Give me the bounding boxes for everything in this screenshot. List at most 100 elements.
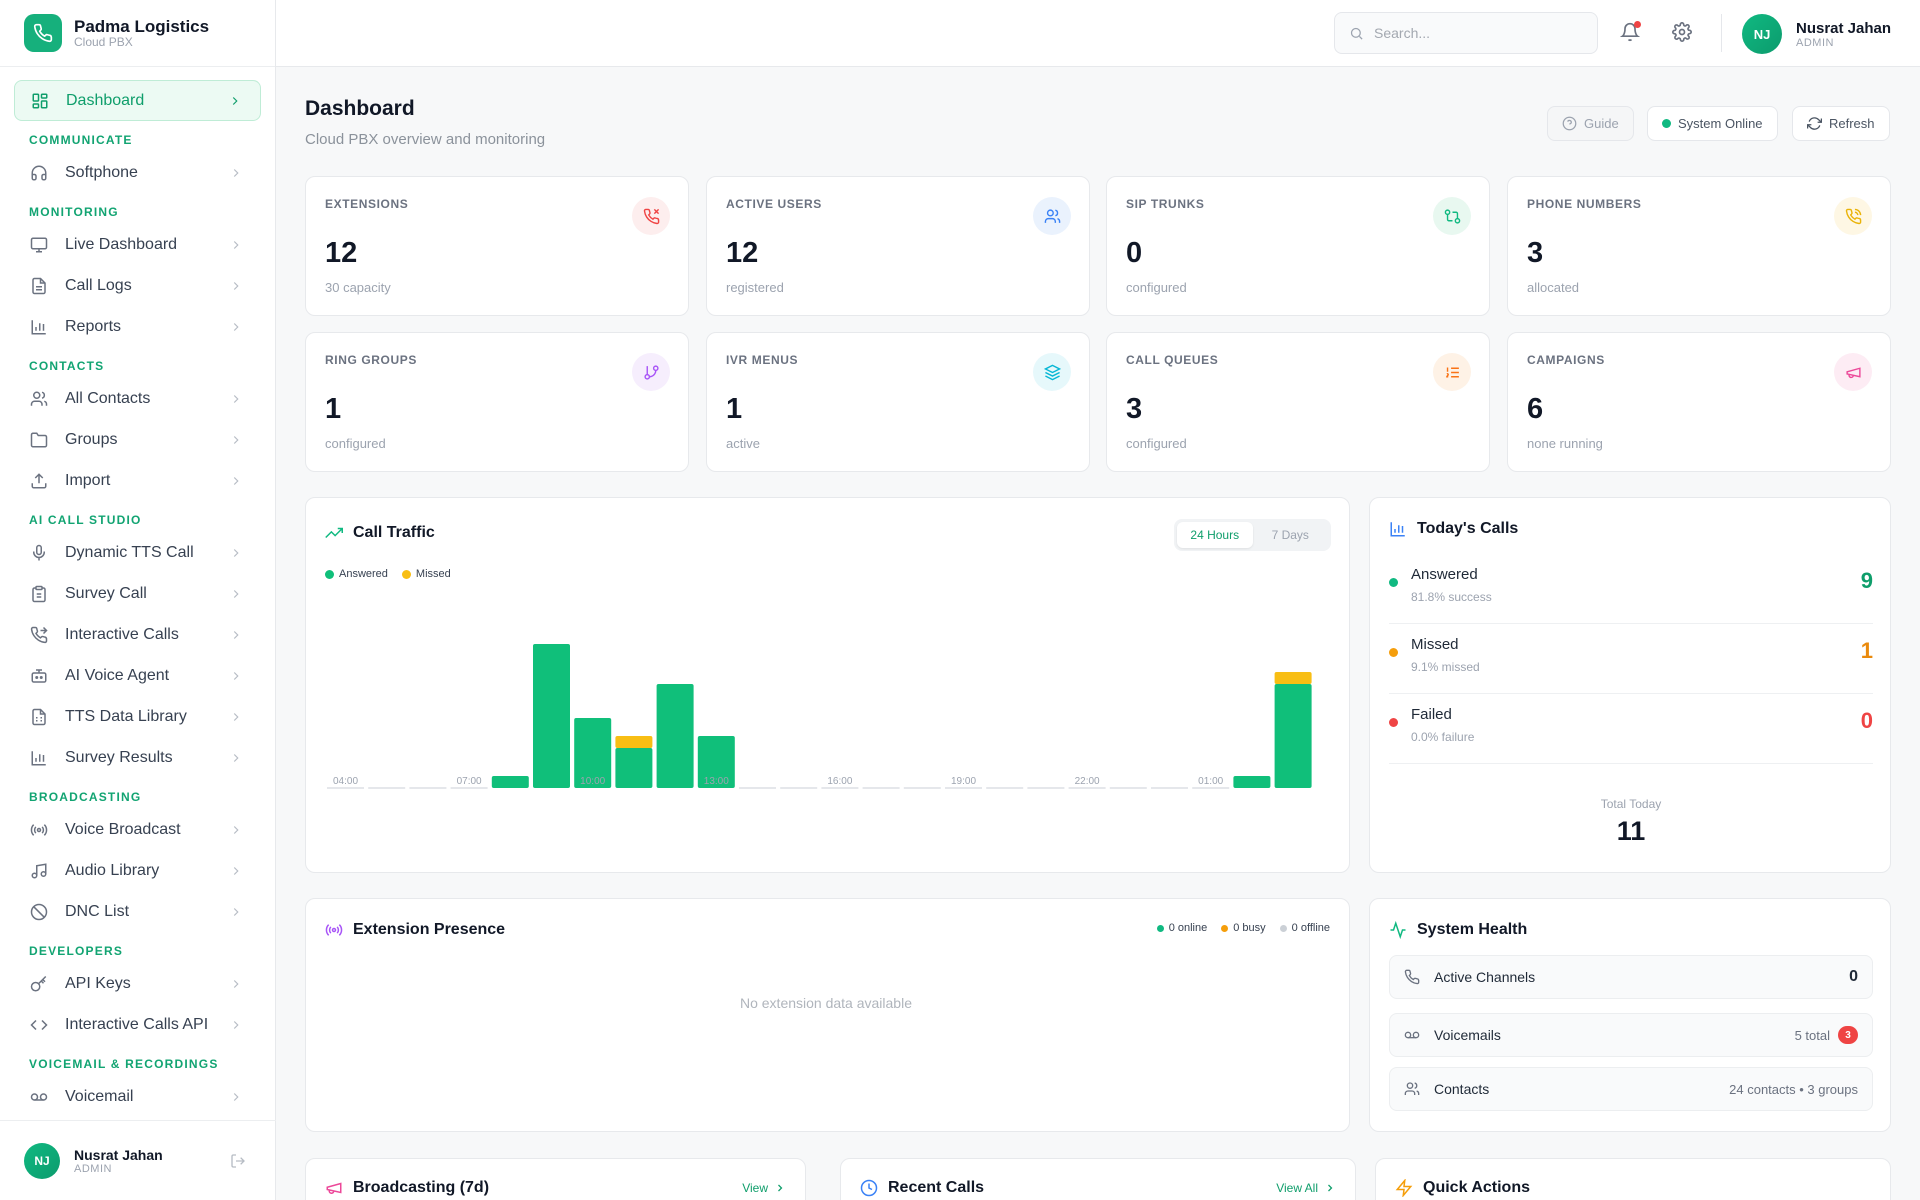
stat-label: PHONE NUMBERS <box>1527 197 1642 211</box>
sidebar-item-softphone[interactable]: Softphone <box>14 152 261 193</box>
view-all-link[interactable]: View All <box>1276 1181 1336 1195</box>
stat-card-extensions[interactable]: EXTENSIONS 12 30 capacity <box>305 176 689 316</box>
stat-value: 6 <box>1527 393 1544 425</box>
bar-answered-12:00[interactable] <box>656 684 694 788</box>
tab-24-hours[interactable]: 24 Hours <box>1177 522 1253 548</box>
tab-7-days[interactable]: 7 Days <box>1271 528 1309 542</box>
microphone-icon <box>29 543 49 563</box>
bar-answered-08:00[interactable] <box>491 776 529 788</box>
refresh-button[interactable]: Refresh <box>1792 106 1890 141</box>
view-link[interactable]: View <box>742 1181 786 1195</box>
bar-answered-10:00[interactable] <box>574 718 612 788</box>
stat-value: 1 <box>726 393 743 425</box>
sidebar-item-all-contacts[interactable]: All Contacts <box>14 378 261 419</box>
user-menu[interactable]: NJ Nusrat Jahan ADMIN <box>1742 14 1891 54</box>
bar-answered-02:00[interactable] <box>1233 776 1271 788</box>
sidebar-item-reports[interactable]: Reports <box>14 306 261 347</box>
chevron-right-icon <box>229 977 243 991</box>
search-input[interactable] <box>1374 25 1574 41</box>
ban-icon <box>29 902 49 922</box>
stat-sub: configured <box>1126 280 1187 295</box>
settings-button[interactable] <box>1672 22 1692 42</box>
stat-sub: configured <box>1126 436 1187 451</box>
sidebar-item-dashboard[interactable]: Dashboard <box>14 80 261 121</box>
headset-icon <box>29 163 49 183</box>
stat-card-ring-groups[interactable]: RING GROUPS 1 configured <box>305 332 689 472</box>
health-row-contacts[interactable]: Contacts 24 contacts • 3 groups <box>1389 1067 1873 1111</box>
row-label: Missed <box>1411 636 1459 653</box>
row-meta: 5 total <box>1794 1027 1830 1043</box>
empty-state: No extension data available <box>739 995 912 1011</box>
row-sub: 9.1% missed <box>1411 660 1480 674</box>
notifications-button[interactable] <box>1620 21 1641 42</box>
sidebar-item-groups[interactable]: Groups <box>14 419 261 460</box>
megaphone-icon <box>1834 353 1872 391</box>
todays-calls-card: Today's Calls Answered 81.8% success 9 M… <box>1369 497 1891 873</box>
stat-value: 1 <box>325 393 342 425</box>
stat-card-call-queues[interactable]: CALL QUEUES 3 configured <box>1106 332 1490 472</box>
bell-icon <box>1620 22 1640 42</box>
sidebar-item-dnc-list[interactable]: DNC List <box>14 891 261 932</box>
gear-icon <box>1672 22 1692 42</box>
x-tick-label: 01:00 <box>1198 776 1223 787</box>
phone-call-icon <box>1834 197 1872 235</box>
chevron-right-icon <box>229 669 243 683</box>
sidebar-item-interactive-calls[interactable]: Interactive Calls <box>14 614 261 655</box>
stat-sub: allocated <box>1527 280 1580 295</box>
brand[interactable]: Padma Logistics Cloud PBX <box>0 0 275 67</box>
x-tick-label: 16:00 <box>827 776 852 787</box>
clipboard-icon <box>29 584 49 604</box>
bar-answered-03:00[interactable] <box>1274 684 1312 788</box>
sidebar-item-survey-results[interactable]: Survey Results <box>14 737 261 778</box>
stat-card-sip-trunks[interactable]: SIP TRUNKS 0 configured <box>1106 176 1490 316</box>
bar-answered-13:00[interactable] <box>697 736 735 788</box>
list-ordered-icon <box>1433 353 1471 391</box>
bar-empty-05:00 <box>368 787 406 789</box>
user-name: Nusrat Jahan <box>1796 19 1892 37</box>
sidebar: Padma Logistics Cloud PBX Dashboard COMM… <box>0 0 276 1200</box>
bar-empty-14:00 <box>739 787 776 789</box>
sidebar-item-label: Survey Results <box>65 748 173 766</box>
guide-button[interactable]: Guide <box>1547 106 1634 141</box>
stat-card-phone-numbers[interactable]: PHONE NUMBERS 3 allocated <box>1507 176 1891 316</box>
stat-sub: none running <box>1527 436 1603 451</box>
refresh-icon <box>1807 116 1822 131</box>
sidebar-item-ai-voice-agent[interactable]: AI Voice Agent <box>14 655 261 696</box>
sidebar-item-voicemail[interactable]: Voicemail <box>14 1076 261 1116</box>
row-meta: 24 contacts • 3 groups <box>1729 1081 1858 1097</box>
range-toggle: 24 Hours 7 Days <box>1174 519 1331 551</box>
sidebar-item-dynamic-tts-call[interactable]: Dynamic TTS Call <box>14 532 261 573</box>
sidebar-item-tts-data-library[interactable]: TTS Data Library <box>14 696 261 737</box>
system-status-badge: System Online <box>1647 106 1778 141</box>
search-box[interactable] <box>1334 12 1598 54</box>
health-row-voicemails[interactable]: Voicemails 5 total 3 <box>1389 1013 1873 1057</box>
sidebar-user[interactable]: NJ Nusrat Jahan ADMIN <box>0 1120 276 1200</box>
link-label: View <box>742 1181 768 1195</box>
sidebar-item-call-logs[interactable]: Call Logs <box>14 265 261 306</box>
bar-missed-03:00[interactable] <box>1274 672 1312 684</box>
stat-value: 12 <box>726 237 759 269</box>
sidebar-item-interactive-calls-api[interactable]: Interactive Calls API <box>14 1004 261 1045</box>
bar-missed-11:00[interactable] <box>615 736 653 748</box>
sidebar-item-audio-library[interactable]: Audio Library <box>14 850 261 891</box>
stat-card-ivr-menus[interactable]: IVR MENUS 1 active <box>706 332 1090 472</box>
stat-label: RING GROUPS <box>325 353 417 367</box>
sidebar-item-api-keys[interactable]: API Keys <box>14 963 261 1004</box>
logout-icon[interactable] <box>230 1153 246 1169</box>
bar-answered-11:00[interactable] <box>615 748 653 788</box>
row-value: 0 <box>1849 968 1858 985</box>
stat-card-campaigns[interactable]: CAMPAIGNS 6 none running <box>1507 332 1891 472</box>
sidebar-item-import[interactable]: Import <box>14 460 261 501</box>
stat-card-active-users[interactable]: ACTIVE USERS 12 registered <box>706 176 1090 316</box>
activity-icon <box>1389 921 1407 939</box>
row-label: Active Channels <box>1434 969 1536 985</box>
sidebar-item-label: Softphone <box>65 163 138 181</box>
chevron-right-icon <box>229 905 243 919</box>
sidebar-item-live-dashboard[interactable]: Live Dashboard <box>14 224 261 265</box>
bar-answered-09:00[interactable] <box>533 644 570 788</box>
bar-chart-icon <box>29 748 49 768</box>
sidebar-item-voice-broadcast[interactable]: Voice Broadcast <box>14 809 261 850</box>
sidebar-item-survey-call[interactable]: Survey Call <box>14 573 261 614</box>
key-icon <box>29 974 49 994</box>
zap-icon <box>1395 1179 1413 1197</box>
